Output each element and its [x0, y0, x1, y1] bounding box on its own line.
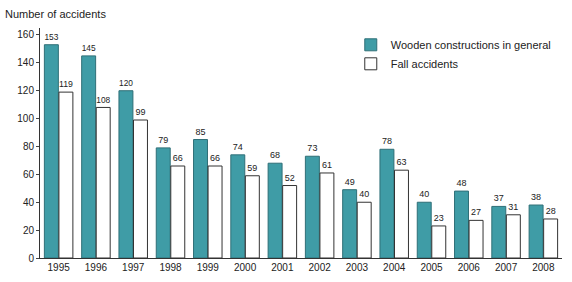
svg-text:1995: 1995: [48, 262, 71, 273]
svg-text:2001: 2001: [271, 262, 294, 273]
svg-text:40: 40: [359, 189, 369, 199]
svg-text:63: 63: [396, 157, 406, 167]
svg-text:1998: 1998: [159, 262, 182, 273]
svg-text:74: 74: [233, 142, 243, 152]
svg-text:79: 79: [158, 135, 168, 145]
svg-text:27: 27: [471, 207, 481, 217]
svg-text:66: 66: [210, 153, 220, 163]
svg-text:100: 100: [17, 113, 34, 124]
svg-text:23: 23: [434, 213, 444, 223]
svg-text:2004: 2004: [383, 262, 406, 273]
svg-text:2008: 2008: [532, 262, 555, 273]
svg-text:61: 61: [322, 160, 332, 170]
svg-text:52: 52: [285, 173, 295, 183]
svg-text:119: 119: [59, 79, 73, 89]
svg-text:2003: 2003: [346, 262, 369, 273]
svg-text:2005: 2005: [420, 262, 443, 273]
svg-text:120: 120: [17, 85, 34, 96]
svg-text:59: 59: [247, 163, 257, 173]
svg-text:73: 73: [307, 143, 317, 153]
svg-text:2007: 2007: [495, 262, 518, 273]
svg-text:140: 140: [17, 57, 34, 68]
svg-text:2000: 2000: [234, 262, 257, 273]
svg-text:85: 85: [196, 127, 206, 137]
svg-text:38: 38: [531, 192, 541, 202]
svg-text:68: 68: [270, 150, 280, 160]
svg-text:40: 40: [23, 197, 35, 208]
svg-text:37: 37: [494, 193, 504, 203]
svg-text:49: 49: [345, 177, 355, 187]
svg-text:2006: 2006: [458, 262, 481, 273]
svg-text:48: 48: [457, 178, 467, 188]
svg-text:2002: 2002: [309, 262, 332, 273]
svg-text:1996: 1996: [85, 262, 108, 273]
svg-text:Number of accidents: Number of accidents: [5, 8, 106, 20]
svg-text:1999: 1999: [197, 262, 220, 273]
svg-text:0: 0: [28, 253, 34, 264]
svg-text:153: 153: [44, 32, 58, 42]
svg-text:60: 60: [23, 169, 35, 180]
svg-text:160: 160: [17, 29, 34, 40]
svg-text:20: 20: [23, 225, 35, 236]
svg-text:120: 120: [119, 78, 133, 88]
svg-text:145: 145: [82, 43, 96, 53]
svg-text:Fall accidents: Fall accidents: [391, 58, 459, 70]
svg-text:78: 78: [382, 136, 392, 146]
svg-text:108: 108: [96, 95, 110, 105]
svg-text:28: 28: [546, 206, 556, 216]
svg-text:40: 40: [419, 189, 429, 199]
svg-text:99: 99: [135, 107, 145, 117]
svg-text:Wooden constructions in genera: Wooden constructions in general: [391, 39, 551, 51]
svg-text:66: 66: [173, 153, 183, 163]
svg-text:80: 80: [23, 141, 35, 152]
svg-text:31: 31: [508, 202, 518, 212]
svg-text:1997: 1997: [122, 262, 145, 273]
